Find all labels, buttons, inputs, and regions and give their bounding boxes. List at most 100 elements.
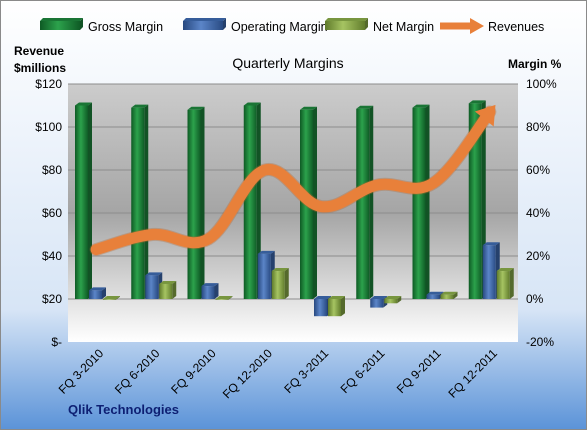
bar-face (257, 253, 271, 299)
bar-face (356, 108, 370, 299)
bar-net-margin-fq-3-2011 (328, 296, 345, 317)
bar-operating-margin-fq-3-2010 (89, 287, 106, 299)
legend-swatch-top (40, 18, 83, 21)
bar-face (89, 290, 102, 299)
bar-top (426, 291, 444, 295)
right-tick-label: -20% (526, 335, 554, 349)
revenue-line-arrowhead (474, 104, 496, 127)
bar-net-margin-fq-3-2010 (103, 296, 120, 300)
left-axis-ticks: $- $20 $40 $60 $80 $100 $120 (35, 77, 62, 349)
bar-face (440, 294, 454, 299)
legend-swatch-top (183, 18, 226, 21)
bar-top (243, 102, 261, 106)
bar-side (102, 287, 106, 299)
left-tick-label: $40 (42, 249, 62, 263)
bar-face (145, 275, 159, 299)
bar-gross-margin-fq-6-2011 (356, 105, 374, 299)
bar-face (159, 283, 173, 299)
bar-gross-margin-fq-9-2011 (412, 104, 430, 300)
bar-gross-margin-fq-3-2010 (75, 102, 92, 299)
bar-face (384, 299, 398, 304)
bar-side (425, 104, 430, 300)
revenue-line-layer (89, 104, 497, 257)
legend-label: Operating Margin (231, 20, 328, 34)
legend: Gross Margin Operating Margin Net Margin Re… (40, 18, 544, 34)
left-tick-label: $100 (35, 120, 62, 134)
bar-side (144, 104, 149, 300)
revenue-line (90, 106, 496, 256)
right-tick-label: 60% (526, 163, 550, 177)
bar-face (75, 105, 88, 299)
bar-top (314, 296, 331, 299)
bar-side (228, 296, 233, 300)
bar-top (468, 100, 486, 104)
right-tick-label: 80% (526, 120, 550, 134)
left-tick-label: $120 (35, 77, 62, 91)
bar-top (328, 296, 345, 299)
legend-swatch-side (365, 18, 368, 30)
footer-company: Qlik Technologies (68, 402, 179, 417)
bar-net-margin-fq-6-2010 (159, 280, 177, 299)
right-tick-label: 100% (526, 77, 557, 91)
bar-side (88, 102, 92, 299)
legend-label: Revenues (488, 20, 544, 34)
bar-top (201, 283, 219, 287)
legend-swatch (183, 21, 223, 30)
bar-gross-margin-fq-6-2010 (131, 104, 149, 300)
bar-gross-margin-fq-12-2010 (243, 102, 261, 299)
legend-item-net-margin: Net Margin (325, 18, 434, 34)
legend-label: Net Margin (373, 20, 434, 34)
bar-top (496, 268, 514, 272)
bar-top (412, 104, 430, 108)
bar-net-margin-fq-9-2011 (440, 291, 458, 299)
bar-operating-margin-fq-9-2010 (201, 283, 219, 299)
bar-face (482, 245, 496, 299)
bar-face (426, 294, 440, 299)
bar-face (103, 299, 116, 300)
bar-top (440, 291, 458, 295)
bar-side (397, 296, 402, 304)
bar-face (201, 286, 215, 299)
bar-top (187, 106, 205, 110)
left-tick-label: $80 (42, 163, 62, 177)
bar-top (356, 105, 374, 109)
right-tick-label: 40% (526, 206, 550, 220)
left-axis-title-line1: Revenue (14, 44, 64, 58)
bar-face (271, 271, 285, 299)
bar-face (215, 299, 229, 300)
legend-item-revenues: Revenues (440, 18, 544, 34)
bar-net-margin-fq-12-2011 (496, 268, 514, 299)
bar-face (328, 299, 341, 317)
left-axis-title-line2: $millions (14, 61, 66, 75)
bar-side (369, 105, 374, 299)
legend-label: Gross Margin (88, 20, 163, 34)
legend-swatch-top (325, 18, 368, 21)
bar-side (116, 296, 120, 300)
bar-top (131, 104, 149, 108)
legend-item-operating-margin: Operating Margin (183, 18, 328, 34)
legend-swatch-side (223, 18, 226, 30)
bar-face (187, 109, 201, 299)
chart-title: Quarterly Margins (232, 55, 343, 71)
right-axis-ticks: -20% 0% 20% 40% 60% 80% 100% (526, 77, 557, 349)
bar-side (453, 291, 458, 299)
legend-item-gross-margin: Gross Margin (40, 18, 163, 34)
bar-face (243, 105, 257, 299)
bar-top (271, 268, 289, 272)
bar-face (131, 107, 145, 300)
bar-top (482, 242, 500, 246)
bar-side (284, 268, 289, 299)
bars (75, 100, 514, 317)
bar-face (496, 271, 510, 299)
bar-gross-margin-fq-9-2010 (187, 106, 205, 299)
bar-top (370, 296, 388, 299)
bar-top (75, 102, 92, 106)
bar-top (384, 296, 402, 299)
legend-swatch-arrow (470, 18, 484, 34)
bar-top (159, 280, 177, 284)
bar-net-margin-fq-12-2010 (271, 268, 289, 299)
bar-side (214, 283, 219, 299)
bar-top (215, 296, 233, 299)
